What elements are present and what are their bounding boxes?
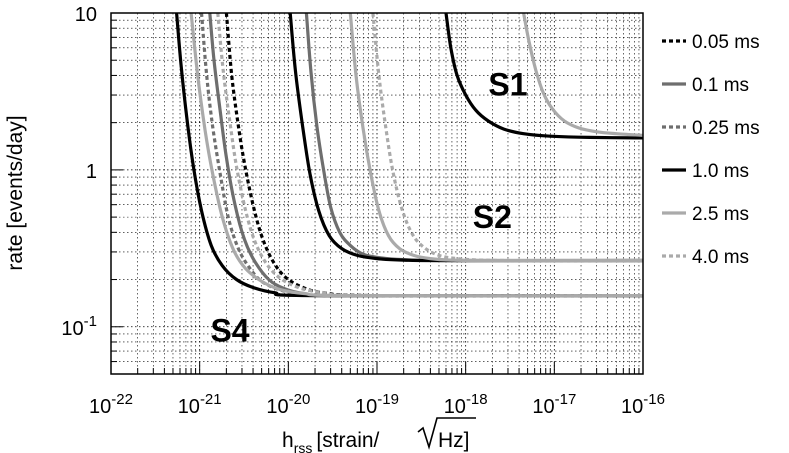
series-line-11 xyxy=(522,13,643,137)
legend-label: 2.5 ms xyxy=(692,204,749,225)
y-tick-label: 10 xyxy=(75,4,97,26)
x-tick-base: 10 xyxy=(178,396,200,418)
series-line-5 xyxy=(216,13,643,298)
y-tick-label: 1 xyxy=(86,161,97,183)
x-tick-label: 10-19 xyxy=(355,391,399,418)
svg-text:hrss[strain/: hrss [strain/ xyxy=(282,429,380,453)
x-tick-exp: -22 xyxy=(111,391,133,408)
series-line-7 xyxy=(288,13,643,263)
axis-ticks: 10-22 10-21 10-20 10-19 10-18 10-17 10-1610-11… xyxy=(61,4,665,418)
x-tick-exp: -18 xyxy=(466,391,488,408)
x-tick-exp: -19 xyxy=(377,391,399,408)
y-tick-exp: -1 xyxy=(84,313,97,330)
legend-label: 0.05 ms xyxy=(692,32,760,53)
series-layer xyxy=(175,13,643,298)
y-tick-base: 10 xyxy=(75,4,97,26)
x-tick-label: 10-22 xyxy=(89,391,133,418)
x-axis-title-close: ] xyxy=(464,429,470,452)
legend-label: 4.0 ms xyxy=(692,247,749,268)
x-tick-base: 10 xyxy=(355,396,377,418)
x-tick-base: 10 xyxy=(266,396,288,418)
series-line-2 xyxy=(199,13,643,298)
series-line-9 xyxy=(371,13,643,263)
svg-text:Hz]: Hz] xyxy=(438,429,470,452)
x-axis-title: hrss [strain/ Hz] xyxy=(282,417,476,453)
y-tick-base: 10 xyxy=(61,318,83,340)
x-tick-label: 10-18 xyxy=(444,391,488,418)
sqrt-symbol xyxy=(417,417,476,450)
x-tick-label: 10-17 xyxy=(532,391,576,418)
x-tick-base: 10 xyxy=(89,396,111,418)
y-tick-base: 1 xyxy=(86,161,97,183)
x-tick-exp: -16 xyxy=(643,391,665,408)
x-tick-label: 10-21 xyxy=(178,391,222,418)
x-axis-title-sub: rss xyxy=(294,440,313,453)
x-tick-base: 10 xyxy=(621,396,643,418)
x-tick-label: 10-16 xyxy=(621,391,665,418)
y-tick-label: 10-1 xyxy=(61,313,97,340)
x-tick-exp: -17 xyxy=(555,391,577,408)
legend: 0.05 ms 0.1 ms 0.25 ms 1.0 ms 2.5 ms 4.0 ms xyxy=(662,32,760,268)
legend-label: 1.0 ms xyxy=(692,161,749,182)
grid xyxy=(110,13,643,375)
x-tick-base: 10 xyxy=(444,396,466,418)
legend-label: 0.25 ms xyxy=(692,118,760,139)
legend-label: 0.1 ms xyxy=(692,75,749,96)
x-tick-exp: -20 xyxy=(289,391,311,408)
y-axis-title: rate [events/day] xyxy=(4,115,27,270)
series-line-10 xyxy=(444,13,643,140)
x-axis-title-main: h xyxy=(282,429,294,452)
x-tick-label: 10-20 xyxy=(266,391,310,418)
region-label-s4: S4 xyxy=(210,312,249,348)
region-labels: S1 S2 S4 xyxy=(210,67,527,349)
x-axis-title-units: [strain/ xyxy=(316,429,379,452)
region-label-s2: S2 xyxy=(473,199,512,235)
x-axis-title-sqrt: Hz xyxy=(438,429,464,452)
x-tick-exp: -21 xyxy=(200,391,222,408)
x-tick-base: 10 xyxy=(532,396,554,418)
region-label-s1: S1 xyxy=(488,67,527,103)
